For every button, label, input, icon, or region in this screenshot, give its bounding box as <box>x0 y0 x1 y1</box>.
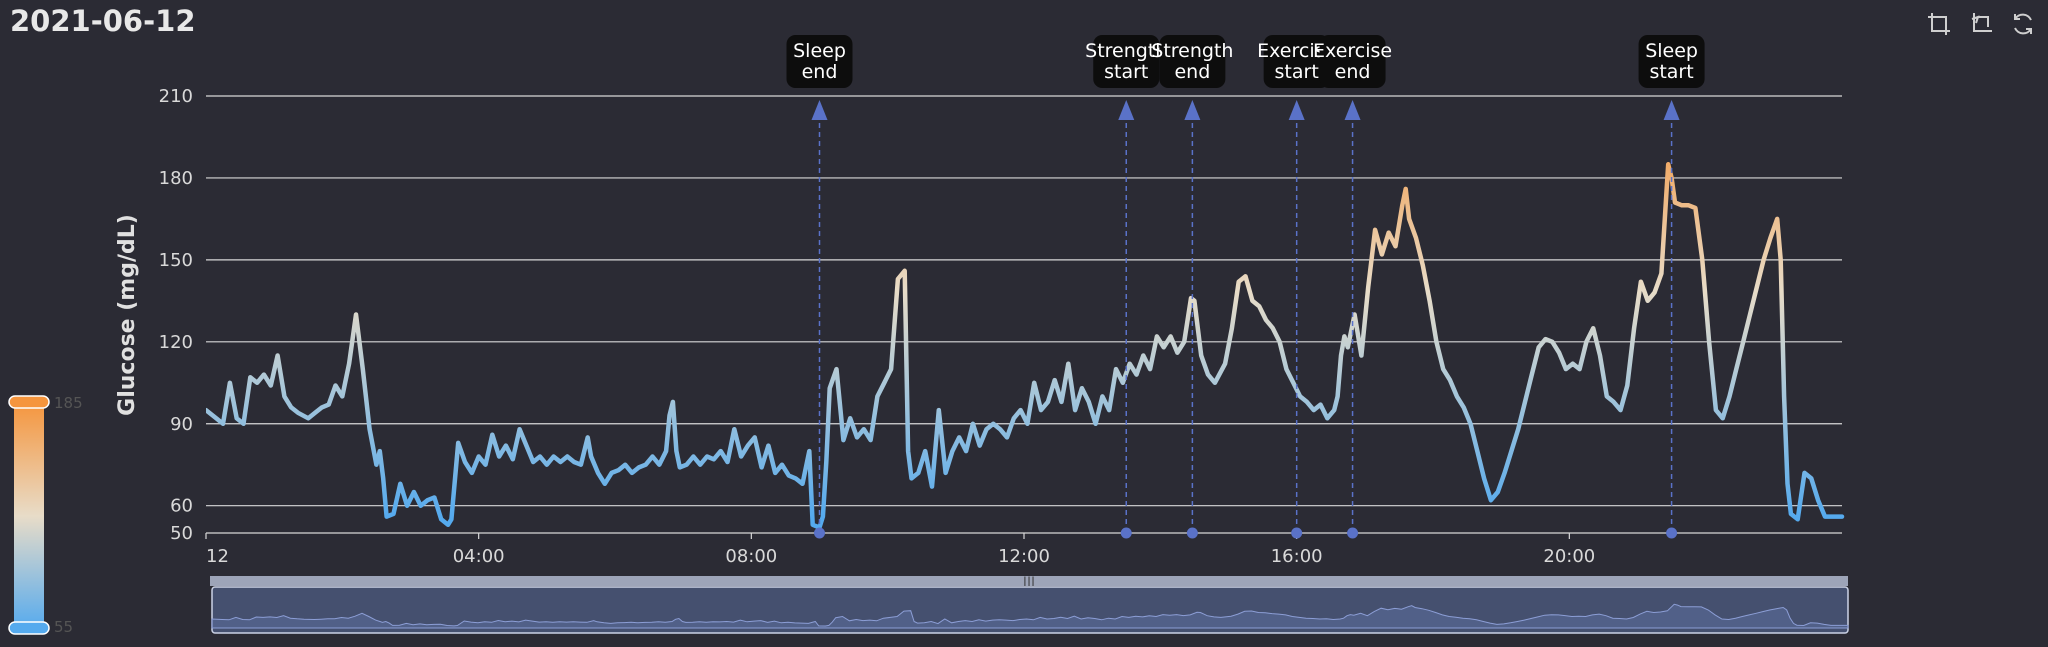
event-label-line2: end <box>1174 61 1210 83</box>
data-zoom[interactable]: ||| <box>210 575 1849 634</box>
event-point <box>1186 527 1198 539</box>
event-box <box>786 35 853 88</box>
event-arrow <box>1118 100 1135 120</box>
zoom-select-icon[interactable] <box>1925 10 1953 38</box>
y-tick-label: 210 <box>159 86 193 107</box>
event-arrow <box>1663 100 1680 120</box>
event-markers: SleependStrengthstartStrengthendExercise… <box>786 35 1705 539</box>
event-label-line1: Strength <box>1151 40 1233 62</box>
y-tick-label: 50 <box>170 523 193 544</box>
y-tick-label: 180 <box>159 168 193 189</box>
event-label-line2: start <box>1104 61 1148 83</box>
event-point <box>1291 527 1303 539</box>
chart-toolbox <box>1925 10 2037 38</box>
x-tick-label: 20:00 <box>1543 546 1595 567</box>
y-axis-label: Glucose (mg/dL) <box>115 214 140 416</box>
visual-map-max-label: 185 <box>54 394 83 412</box>
event-label-line1: Strength <box>1085 40 1167 62</box>
chart-title: 2021-06-12 <box>10 4 196 38</box>
y-axis: 50 60 90 120 150 180 210 <box>159 86 193 544</box>
event-label-line1: Sleep <box>1645 40 1698 62</box>
data-zoom-drag-icon[interactable]: ||| <box>1023 575 1035 589</box>
visual-map-handle-top[interactable] <box>8 395 50 409</box>
event-arrow <box>1344 100 1361 120</box>
x-tick-label: 04:00 <box>453 546 505 567</box>
data-zoom-preview <box>211 603 1849 629</box>
y-tick-label: 60 <box>170 496 193 517</box>
event-label-line1: Sleep <box>793 40 846 62</box>
zoom-reset-icon[interactable] <box>1967 10 1995 38</box>
event-point <box>1666 527 1678 539</box>
grid-lines <box>206 95 1842 534</box>
event-label-line2: start <box>1275 61 1319 83</box>
x-tick-label: 12:00 <box>998 546 1050 567</box>
visual-map-bar[interactable] <box>14 402 44 630</box>
event-label-line2: end <box>802 61 838 83</box>
event-box <box>1638 35 1705 88</box>
event-box <box>1159 35 1226 88</box>
y-tick-label: 120 <box>159 332 193 353</box>
event-point <box>1347 527 1359 539</box>
visual-map-handle-bottom[interactable] <box>8 621 50 635</box>
event-box <box>1263 35 1330 88</box>
glucose-series-line[interactable] <box>206 162 1845 530</box>
data-zoom-bar[interactable] <box>210 576 1848 586</box>
y-tick-label: 150 <box>159 250 193 271</box>
event-point <box>814 527 825 539</box>
event-label-line2: start <box>1649 61 1693 83</box>
y-tick-label: 90 <box>170 414 193 435</box>
event-box <box>1093 35 1160 88</box>
restore-icon[interactable] <box>2009 10 2037 38</box>
event-label-line1: Exercise <box>1313 40 1392 62</box>
x-tick-label: 08:00 <box>725 546 777 567</box>
event-arrow <box>811 100 828 120</box>
visual-map-min-label: 55 <box>54 618 73 636</box>
event-point <box>1120 527 1132 539</box>
x-axis: 12 04:00 08:00 12:00 16:00 20:00 <box>205 533 1595 567</box>
x-tick-label: 16:00 <box>1271 546 1323 567</box>
event-arrow <box>1288 100 1305 120</box>
event-label-line1: Exercise <box>1257 40 1336 62</box>
event-arrow <box>1184 100 1201 120</box>
event-box <box>1319 35 1386 88</box>
event-label-line2: end <box>1335 61 1371 83</box>
x-tick-label: 12 <box>206 546 229 567</box>
visual-map[interactable]: 185 55 <box>8 394 83 636</box>
